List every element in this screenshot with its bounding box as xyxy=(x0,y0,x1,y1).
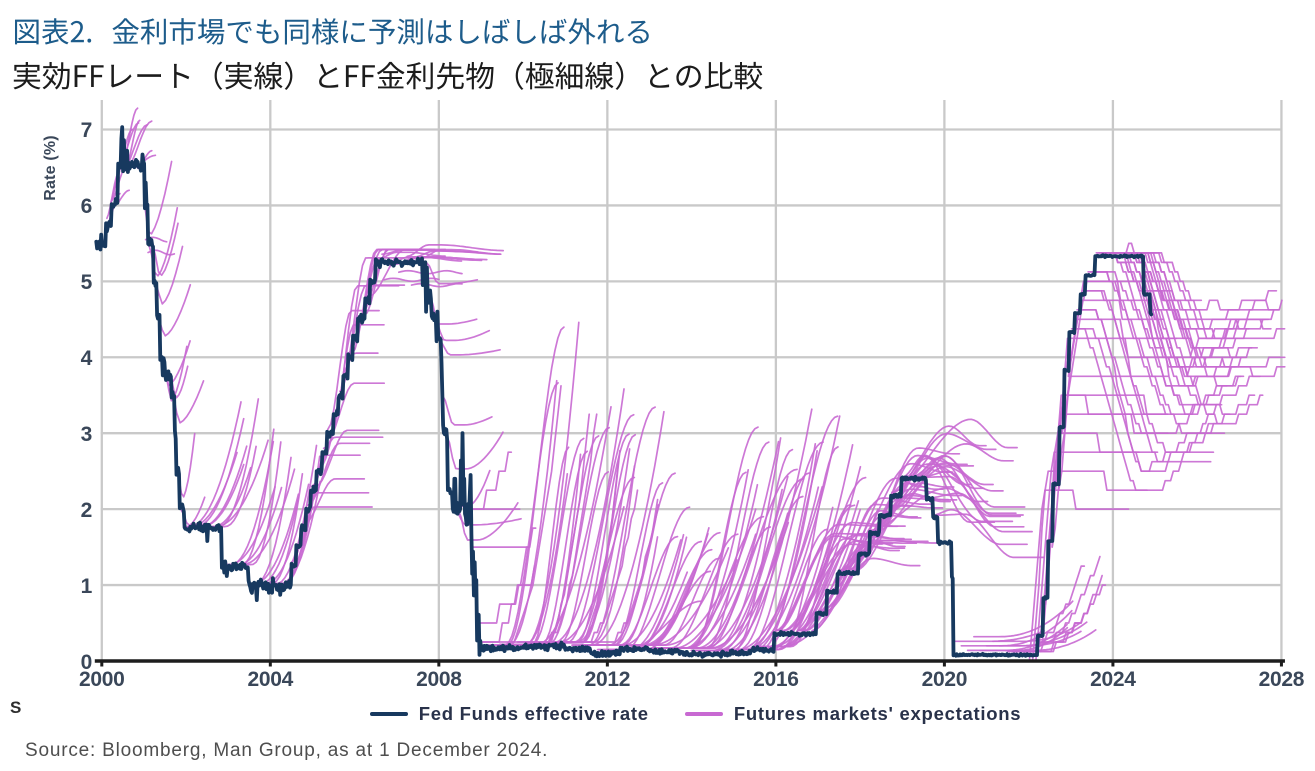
legend-item-fed: Fed Funds effective rate xyxy=(369,703,649,725)
legend-label-fed: Fed Funds effective rate xyxy=(418,703,649,724)
source-note: Source: Bloomberg, Man Group, as at 1 De… xyxy=(25,740,549,761)
x-tick-2008: 2008 xyxy=(416,668,462,691)
y-axis-title: Rate (%) xyxy=(42,135,59,201)
y-tick-7: 7 xyxy=(80,119,93,143)
chart-title-glyphs xyxy=(15,18,649,45)
x-tick-2020: 2020 xyxy=(921,668,968,691)
x-tick-2004: 2004 xyxy=(247,668,294,691)
y-tick-4: 4 xyxy=(80,347,93,371)
legend-label-futures: Futures markets' expectations xyxy=(733,703,1022,724)
y-tick-0: 0 xyxy=(80,651,93,674)
y-tick-2: 2 xyxy=(80,499,93,523)
x-tick-2028: 2028 xyxy=(1258,668,1305,691)
x-tick-2016: 2016 xyxy=(753,668,799,691)
x-axis-line xyxy=(94,659,1285,667)
fed-line-swatch xyxy=(369,712,408,716)
stray-character: S xyxy=(10,698,22,717)
y-tick-3: 3 xyxy=(80,423,93,447)
futures-line-swatch xyxy=(684,712,723,716)
x-tick-2012: 2012 xyxy=(584,668,631,691)
x-tick-2024: 2024 xyxy=(1090,668,1136,691)
y-tick-5: 5 xyxy=(80,271,93,295)
series-lines xyxy=(94,107,1286,661)
x-tick-2000: 2000 xyxy=(79,668,125,691)
chart-subtitle-glyphs xyxy=(13,61,763,90)
y-tick-6: 6 xyxy=(80,195,93,219)
legend-item-futures: Futures markets' expectations xyxy=(684,703,1022,725)
chart-legend: Fed Funds effective rate Futures markets… xyxy=(76,703,1315,725)
y-tick-1: 1 xyxy=(80,575,93,599)
